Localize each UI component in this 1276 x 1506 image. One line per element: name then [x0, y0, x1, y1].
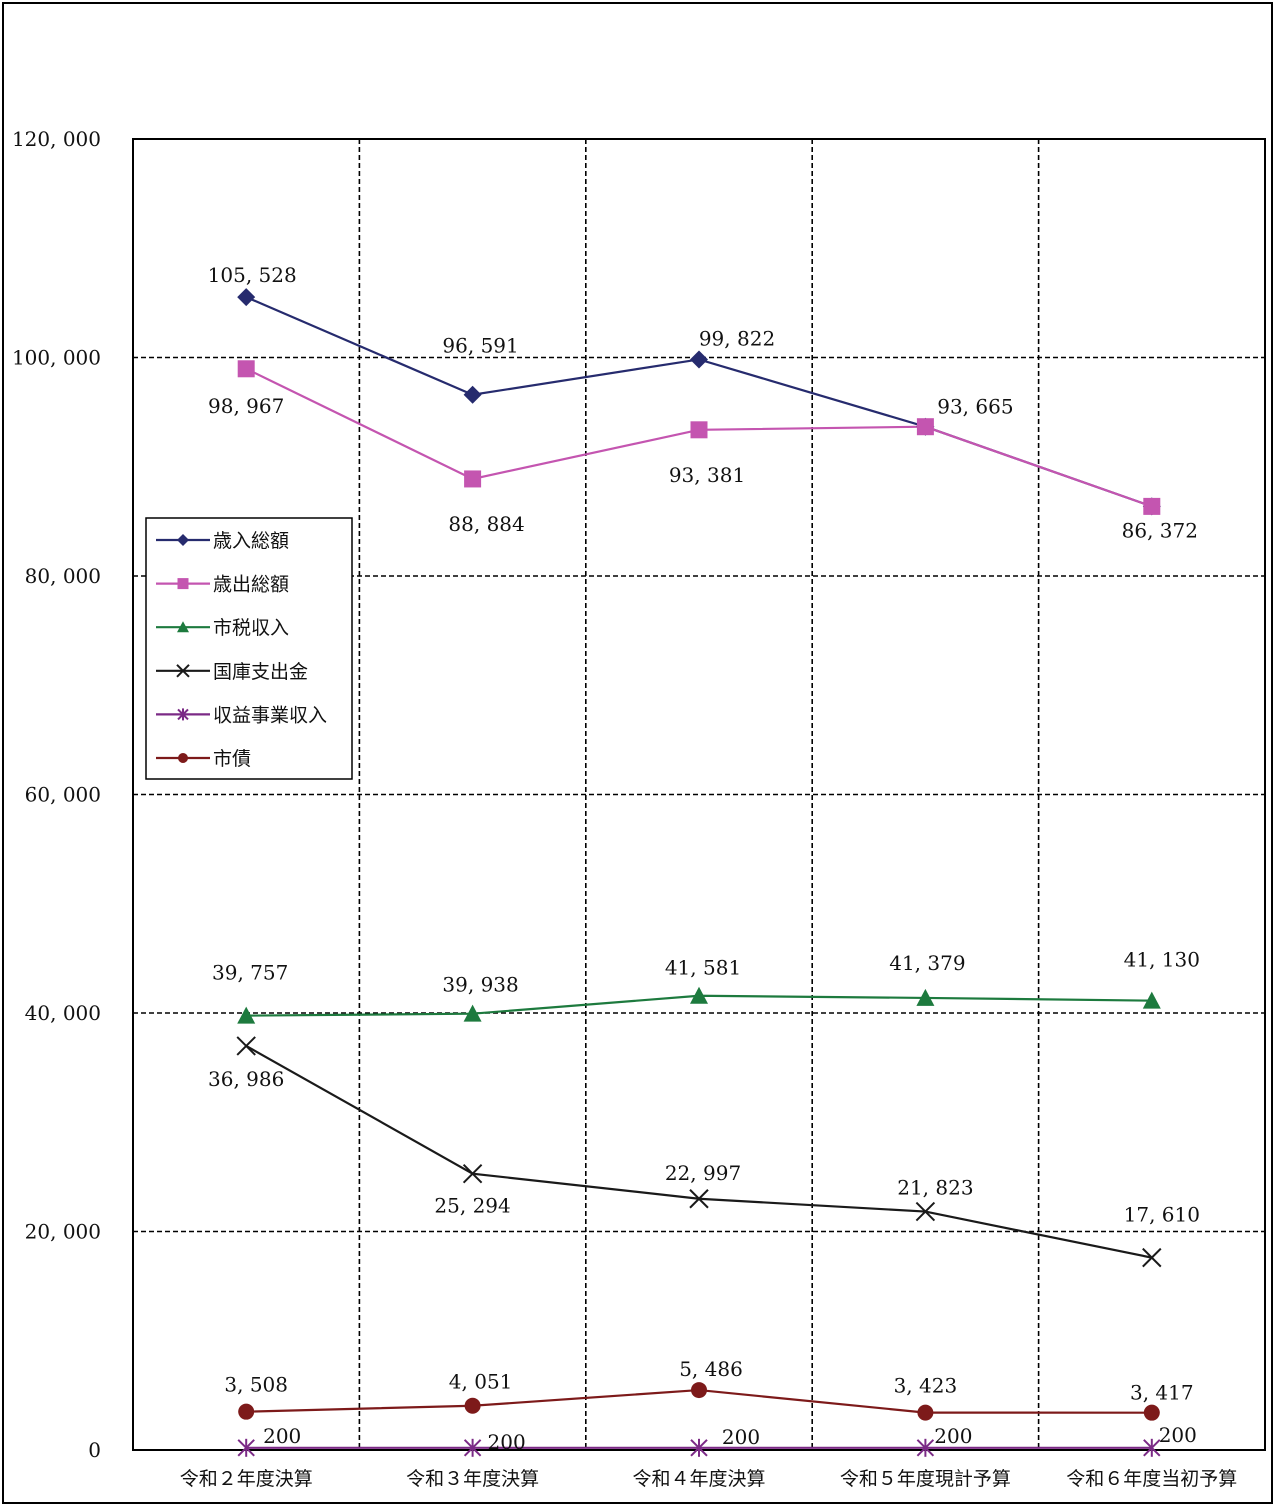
- data-label: 98, 967: [208, 394, 284, 418]
- triangle-marker: [916, 988, 935, 1006]
- data-label: 200: [1159, 1423, 1197, 1447]
- data-label: 88, 884: [448, 512, 524, 536]
- data-label: 96, 591: [442, 334, 518, 358]
- square-marker: [1143, 497, 1161, 515]
- y-tick-label: 20, 000: [25, 1220, 101, 1244]
- data-label: 93, 381: [669, 463, 745, 487]
- x-tick-label: 令和３年度決算: [406, 1468, 539, 1490]
- data-label: 3, 423: [894, 1374, 958, 1398]
- data-label: 22, 997: [665, 1161, 741, 1185]
- square-marker: [237, 360, 255, 378]
- y-tick-label: 120, 000: [12, 127, 101, 151]
- x-marker-stroke: [689, 1189, 709, 1209]
- x-tick-label: 令和６年度当初予算: [1066, 1468, 1237, 1490]
- data-label: 25, 294: [434, 1194, 510, 1218]
- data-label: 39, 938: [442, 973, 518, 997]
- star-marker: [690, 1438, 708, 1457]
- x-marker: [176, 664, 190, 678]
- data-label: 200: [263, 1424, 301, 1448]
- legend-label: 歳入総額: [213, 530, 289, 552]
- data-label: 5, 486: [679, 1357, 743, 1381]
- diamond-marker: [690, 350, 708, 369]
- data-label: 39, 757: [212, 961, 288, 985]
- x-marker-stroke: [1142, 1247, 1162, 1268]
- y-tick-label: 60, 000: [25, 783, 101, 807]
- data-label: 41, 379: [889, 951, 965, 975]
- x-tick-label: 令和４年度決算: [632, 1468, 765, 1490]
- circle-marker: [691, 1382, 707, 1399]
- x-marker-stroke: [236, 1036, 256, 1056]
- x-marker-stroke: [176, 664, 190, 678]
- data-label: 200: [488, 1430, 526, 1454]
- x-marker: [689, 1189, 709, 1209]
- data-labels: 105, 528 96, 591 99, 822 98, 967 88, 884 93, …: [208, 263, 1200, 1454]
- triangle-marker: [237, 1006, 256, 1024]
- square-marker: [690, 421, 708, 439]
- y-tick-label: 0: [88, 1438, 101, 1462]
- data-label: 3, 508: [224, 1373, 288, 1397]
- data-label: 105, 528: [208, 263, 297, 287]
- legend-label: 歳出総額: [213, 574, 289, 596]
- triangle-marker: [463, 1004, 482, 1022]
- x-axis-ticks: 令和２年度決算 令和３年度決算 令和４年度決算 令和５年度現計予算 令和６年度当初予算: [180, 1468, 1238, 1490]
- x-marker-stroke: [915, 1201, 936, 1222]
- data-label: 93, 665: [937, 395, 1013, 419]
- data-label: 99, 822: [699, 326, 775, 350]
- triangle-marker: [177, 621, 189, 633]
- legend-label: 国庫支出金: [213, 661, 308, 683]
- x-marker-stroke: [462, 1163, 483, 1184]
- x-marker: [1142, 1247, 1162, 1268]
- data-label: 200: [722, 1425, 760, 1449]
- data-label: 21, 823: [897, 1176, 973, 1200]
- legend-box: [145, 517, 353, 780]
- data-label: 17, 610: [1124, 1203, 1200, 1227]
- circle-marker: [238, 1403, 255, 1420]
- star-marker: [1143, 1438, 1161, 1457]
- circle-marker: [917, 1404, 934, 1421]
- x-marker: [462, 1163, 483, 1184]
- y-axis-ticks: 0 20, 000 40, 000 60, 000 80, 000 100, 000 120…: [12, 127, 101, 1462]
- star-marker: [177, 708, 189, 721]
- y-tick-label: 80, 000: [25, 564, 101, 588]
- diamond-marker: [463, 385, 482, 404]
- star-marker: [237, 1438, 255, 1457]
- legend-label: 収益事業収入: [213, 704, 327, 726]
- circle-marker: [1143, 1404, 1160, 1421]
- data-label: 36, 986: [208, 1067, 284, 1091]
- diamond-marker: [177, 534, 189, 546]
- legend-label: 市債: [213, 748, 251, 770]
- data-label: 3, 417: [1130, 1381, 1194, 1405]
- x-marker: [915, 1201, 936, 1222]
- circle-marker: [464, 1397, 481, 1414]
- circle-marker: [178, 753, 188, 763]
- x-tick-label: 令和２年度決算: [180, 1468, 313, 1490]
- x-marker: [236, 1036, 256, 1056]
- triangle-marker: [1142, 991, 1161, 1009]
- data-label: 41, 130: [1124, 948, 1200, 972]
- data-label: 41, 581: [665, 956, 741, 980]
- y-tick-label: 100, 000: [12, 346, 101, 370]
- series-markers: [236, 288, 1162, 1457]
- star-marker: [916, 1438, 935, 1457]
- diamond-marker: [237, 288, 256, 307]
- x-tick-label: 令和５年度現計予算: [840, 1468, 1011, 1490]
- square-marker: [916, 418, 934, 436]
- y-tick-label: 40, 000: [25, 1001, 101, 1025]
- square-marker: [464, 470, 482, 488]
- data-label: 200: [934, 1424, 972, 1448]
- square-marker: [177, 578, 189, 590]
- triangle-marker: [690, 986, 708, 1004]
- data-label: 4, 051: [449, 1370, 513, 1394]
- legend-label: 市税収入: [213, 617, 289, 639]
- data-label: 86, 372: [1122, 518, 1198, 542]
- star-marker: [463, 1438, 482, 1457]
